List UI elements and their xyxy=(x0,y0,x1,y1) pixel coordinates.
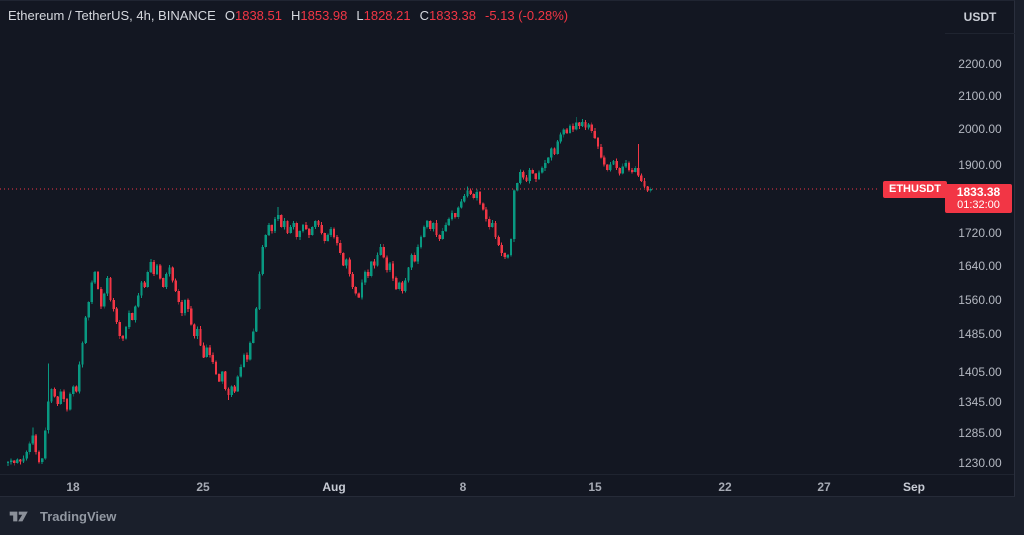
time-tick-label: 27 xyxy=(817,480,831,494)
price-tick-label: 1900.00 xyxy=(958,158,1002,172)
price-line-symbol-tag: ETHUSDT xyxy=(883,181,947,198)
candlestick-chart[interactable] xyxy=(0,1,945,474)
price-change: -5.13 (-0.28%) xyxy=(485,8,569,23)
chart-widget: Ethereum / TetherUS, 4h, BINANCE O1838.5… xyxy=(0,0,1015,497)
last-price-value: 1833.38 xyxy=(956,185,1001,199)
time-tick-label: Sep xyxy=(902,480,926,494)
symbol-legend: Ethereum / TetherUS, 4h, BINANCE O1838.5… xyxy=(8,8,568,23)
price-tick-label: 2200.00 xyxy=(958,57,1002,71)
price-tick-label: 1560.00 xyxy=(958,293,1002,307)
price-tick-label: 1640.00 xyxy=(958,259,1002,273)
currency-label: USDT xyxy=(963,10,997,24)
symbol-title[interactable]: Ethereum / TetherUS, 4h, BINANCE xyxy=(8,8,216,23)
time-tick-label: Aug xyxy=(322,480,346,494)
price-tick-label: 1720.00 xyxy=(958,226,1002,240)
ohlc-open: O1838.51 xyxy=(224,8,282,23)
time-tick-label: 15 xyxy=(588,480,602,494)
axis-separator xyxy=(945,33,1015,34)
price-axis[interactable]: USDT 2200.00 2100.00 2000.00 1900.00 1720.00… xyxy=(945,1,1015,474)
time-axis[interactable]: 18 25 Aug 8 15 22 27 Sep xyxy=(0,474,1014,498)
last-price-badge: 1833.38 01:32:00 xyxy=(945,184,1012,213)
price-tick-label: 1485.00 xyxy=(958,327,1002,341)
price-tick-label: 2100.00 xyxy=(958,89,1002,103)
time-tick-label: 8 xyxy=(459,480,467,494)
bar-countdown: 01:32:00 xyxy=(957,199,1000,211)
time-tick-label: 18 xyxy=(66,480,80,494)
candles-group xyxy=(6,117,652,466)
ohlc-close: C1833.38 xyxy=(419,8,476,23)
time-tick-label: 22 xyxy=(718,480,732,494)
tradingview-brand-link[interactable]: TradingView xyxy=(40,509,117,524)
price-tick-label: 2000.00 xyxy=(958,122,1002,136)
ohlc-low: L1828.21 xyxy=(356,8,411,23)
ohlc-high: H1853.98 xyxy=(290,8,348,23)
price-tick-label: 1405.00 xyxy=(958,365,1002,379)
tradingview-logo-icon[interactable] xyxy=(9,509,34,524)
price-tick-label: 1285.00 xyxy=(958,426,1002,440)
bottom-toolbar: TradingView xyxy=(0,498,1024,535)
time-tick-label: 25 xyxy=(196,480,210,494)
price-tick-label: 1345.00 xyxy=(958,395,1002,409)
price-tick-label: 1230.00 xyxy=(958,456,1002,470)
